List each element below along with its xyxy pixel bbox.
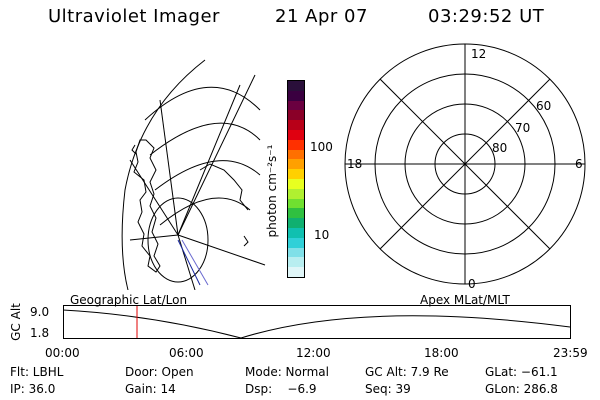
colorbar-swatch [288,237,304,248]
colorbar-swatch [288,139,304,150]
colorbar-swatch [288,100,304,111]
time-tick-0600: 06:00 [169,346,204,360]
info-glon: GLon: 286.8 [485,382,558,396]
info-filter: Flt: LBHL [10,365,64,379]
info-gain: Gain: 14 [125,382,176,396]
apex-title: Apex MLat/MLT [420,293,510,307]
header-date: 21 Apr 07 [275,6,368,27]
latitude-line [159,197,251,226]
polar-diagonal [379,78,551,250]
colorbar-swatch [288,110,304,121]
meridian-line [177,234,266,266]
mlt-label-18: 18 [347,157,362,171]
meridian-line [177,234,196,290]
info-ip: IP: 36.0 [10,382,56,396]
info-glat: GLat: −61.1 [485,365,558,379]
colorbar-swatch [288,267,304,277]
polar-circle [147,197,209,283]
latitude-line [149,122,261,156]
mlat-label-80: 80 [492,141,507,155]
island-fragment [243,235,249,247]
colorbar-swatch [288,198,304,209]
meridian-line [159,99,179,236]
gc-alt-axis-label: GC Alt [9,303,23,341]
mlt-label-12: 12 [471,47,486,61]
meridian-line [177,84,241,236]
meridian-line [129,159,179,236]
colorbar-swatch [288,129,304,140]
terminator-line [177,239,201,286]
altitude-curve [63,309,571,339]
colorbar-swatch [288,247,304,258]
altitude-timeline [63,305,571,339]
time-tick-1800: 18:00 [424,346,459,360]
colorbar-swatch [288,218,304,228]
colorbar-swatch [288,227,304,238]
polar-mlat-mlt-plot: 12 18 6 0 60 70 80 [344,43,586,290]
info-gc-alt: GC Alt: 7.9 Re [365,365,449,379]
meridian-line [129,234,179,241]
mlat-label-70: 70 [515,121,530,135]
geographic-title: Geographic Lat/Lon [70,293,188,307]
mlat-label-60: 60 [536,99,551,113]
geographic-map [121,59,266,290]
globe-limb [121,59,206,290]
info-door: Door: Open [125,365,194,379]
info-mode: Mode: Normal [245,365,329,379]
time-tick-0000: 00:00 [45,346,80,360]
colorbar-swatch [288,90,304,101]
colorbar-swatch [288,159,304,170]
meridian-line [177,74,256,236]
colorbar-swatch [288,120,304,130]
island-fragment [131,144,137,155]
header-time: 03:29:52 UT [428,6,545,27]
colorbar-swatch [288,149,304,160]
time-tick-2359: 23:59 [553,346,588,360]
coastline [133,139,161,273]
mlt-label-0: 0 [468,277,476,290]
latitude-line [144,86,261,121]
mlt-label-6: 6 [575,157,583,171]
colorbar-swatch [288,188,304,199]
gc-alt-bottom-value: 1.8 [30,326,50,340]
colorbar-swatch [288,169,304,179]
terminator-line [181,239,209,286]
time-tick-1200: 12:00 [296,346,331,360]
info-dsp: Dsp: −6.9 [245,382,317,396]
instrument-title: Ultraviolet Imager [48,6,220,27]
colorbar-swatch [288,208,304,219]
colorbar-swatch [288,257,304,268]
coastline [199,163,249,211]
colorbar-tick-100: 100 [310,140,333,154]
colorbar-tick-10: 10 [314,228,330,242]
colorbar-swatch [288,178,304,189]
colorbar [287,80,305,278]
colorbar-unit-label: photon cm⁻²s⁻¹ [265,144,279,238]
info-seq: Seq: 39 [365,382,411,396]
gc-alt-top-value: 9.0 [30,305,50,319]
colorbar-swatch [288,81,304,91]
